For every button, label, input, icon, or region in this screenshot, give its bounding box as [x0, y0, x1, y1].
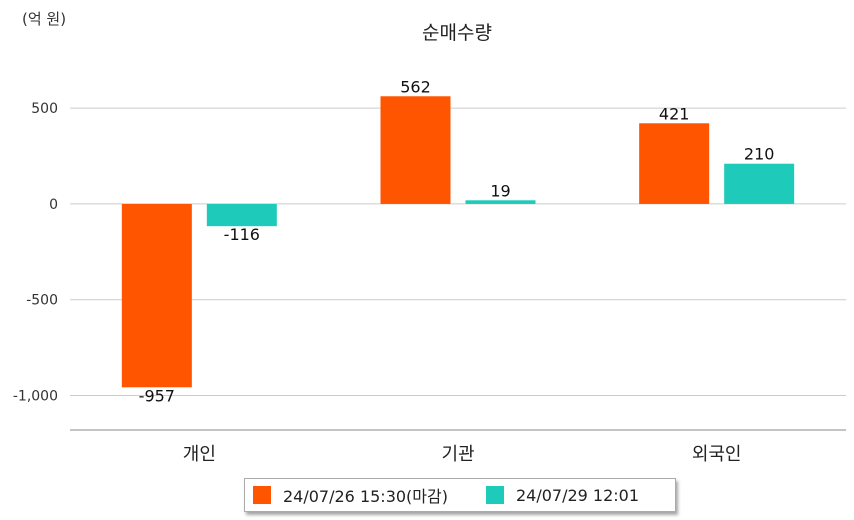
chart-title: 순매수량 [422, 22, 492, 44]
data-label: 421 [659, 104, 690, 123]
bars [121, 96, 795, 388]
x-tick-label: 기관 [441, 444, 474, 465]
x-axis: 개인 기관 외국인 [70, 429, 846, 465]
legend-item-series-2[interactable]: 24/07/29 12:01 [485, 485, 640, 505]
data-label: 562 [400, 77, 431, 96]
y-tick-label: -1,000 [13, 389, 58, 405]
bar[interactable] [639, 123, 710, 204]
y-tick-label: -500 [26, 293, 58, 309]
bar[interactable] [465, 200, 536, 204]
y-tick-label: 500 [31, 101, 58, 117]
legend-item-series-1[interactable]: 24/07/26 15:30(마감) [253, 483, 448, 507]
legend-swatch [253, 486, 271, 504]
data-label: -116 [224, 225, 260, 244]
x-tick-label: 외국인 [692, 444, 742, 465]
data-label: -957 [139, 386, 175, 405]
bar[interactable] [724, 163, 795, 204]
data-labels: -957 -116 562 19 421 210 [139, 77, 775, 405]
legend-label: 24/07/26 15:30(마감) [283, 487, 448, 506]
grid-lines [70, 107, 846, 397]
bar[interactable] [206, 203, 277, 227]
legend-label: 24/07/29 12:01 [515, 485, 640, 505]
data-label: 210 [744, 145, 775, 164]
unit-label: (억 원) [22, 10, 67, 28]
legend-swatch [485, 486, 504, 504]
y-axis: 500 0 -500 -1,000 [13, 101, 58, 404]
bar[interactable] [380, 96, 451, 204]
y-tick-label: 0 [49, 197, 58, 213]
data-label: 19 [490, 181, 510, 200]
legend: 24/07/26 15:30(마감) 24/07/29 12:01 [244, 478, 676, 512]
bar[interactable] [121, 203, 192, 388]
x-tick-label: 개인 [183, 444, 216, 465]
